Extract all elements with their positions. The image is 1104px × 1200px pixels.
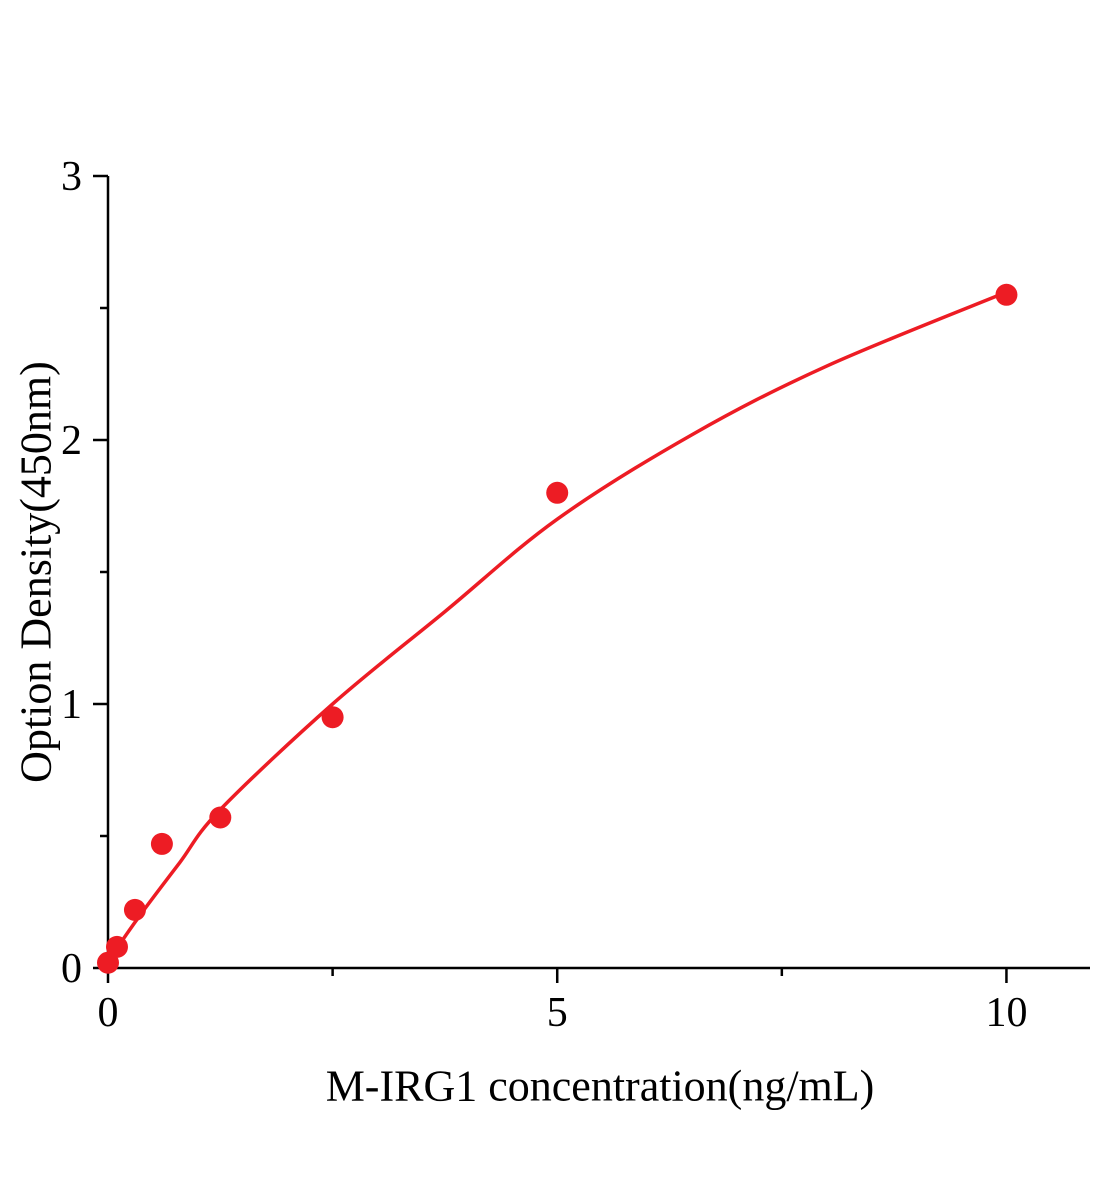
x-tick-label: 0 [98,990,119,1036]
y-tick-label: 0 [61,946,82,992]
data-point [995,283,1018,306]
data-points [97,283,1018,974]
y-tick-label: 2 [61,418,82,464]
y-tick-label: 3 [61,154,82,200]
x-axis-ticks: 0 5 10 [98,968,1027,1036]
data-point [105,935,128,958]
fit-curve [106,290,1009,965]
y-axis-title: Option Density(450nm) [11,361,61,783]
axes [106,176,1090,970]
data-point [209,806,232,829]
y-axis-ticks: 0 1 2 3 [61,154,108,992]
x-axis-title: M-IRG1 concentration(ng/mL) [325,1061,875,1111]
data-point [123,898,146,921]
x-tick-label: 10 [985,990,1027,1036]
y-tick-label: 1 [61,682,82,728]
data-point [546,481,569,504]
data-point [150,832,173,855]
x-tick-label: 5 [547,990,568,1036]
data-point [321,706,344,729]
